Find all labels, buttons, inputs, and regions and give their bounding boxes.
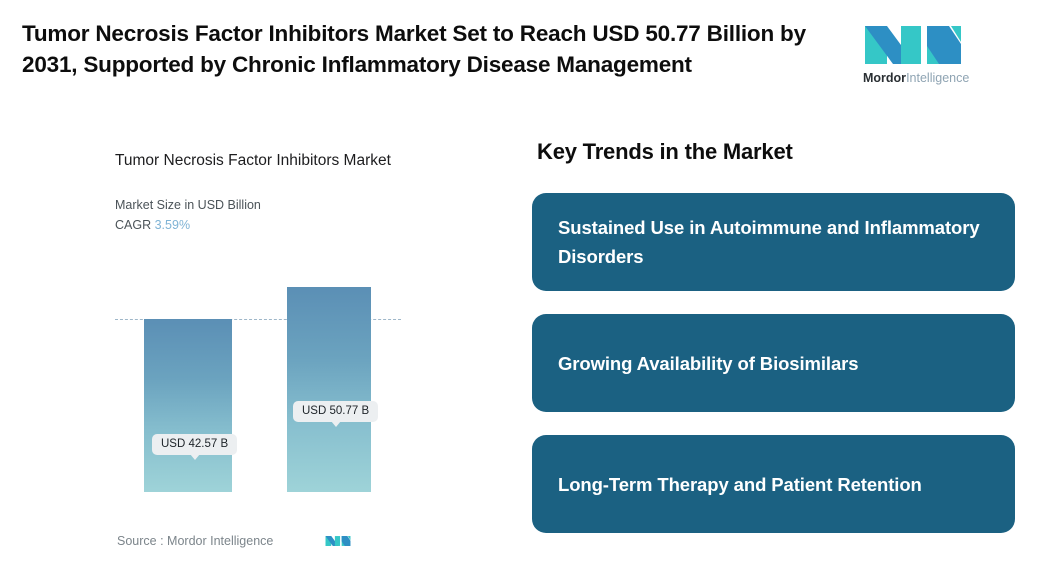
reference-dashed-line (115, 319, 401, 320)
trend-card-3[interactable]: Long-Term Therapy and Patient Retention (532, 435, 1015, 533)
chart-subtitle: Market Size in USD Billion (115, 198, 261, 212)
bar-2026 (144, 319, 232, 492)
mordor-m-mark-icon (325, 536, 351, 546)
brand-logo: MordorIntelligence (863, 22, 969, 85)
trend-card-3-label: Long-Term Therapy and Patient Retention (558, 473, 922, 495)
bar-chart-plot: USD 42.57 B USD 50.77 B 2026 2031 (0, 140, 520, 570)
trend-card-2-label: Growing Availability of Biosimilars (558, 352, 859, 374)
chart-source: Source : Mordor Intelligence (117, 534, 351, 548)
bar-value-label-2031: USD 50.77 B (293, 401, 379, 427)
cagr-value: 3.59% (154, 218, 191, 232)
cagr-label: CAGR (115, 218, 152, 232)
trend-card-1[interactable]: Sustained Use in Autoimmune and Inflamma… (532, 193, 1015, 291)
source-text: Source : Mordor Intelligence (117, 534, 273, 548)
bar-value-label-2026: USD 42.57 B (152, 434, 238, 460)
bar-2031 (287, 287, 371, 492)
chart-title: Tumor Necrosis Factor Inhibitors Market (115, 152, 391, 169)
brand-name-light: Intelligence (906, 71, 970, 85)
brand-wordmark: MordorIntelligence (863, 71, 969, 85)
page-title: Tumor Necrosis Factor Inhibitors Market … (22, 21, 806, 77)
trend-card-1-label: Sustained Use in Autoimmune and Inflamma… (558, 217, 980, 267)
brand-name-bold: Mordor (863, 71, 907, 85)
key-trends-heading: Key Trends in the Market (537, 139, 793, 164)
key-trends-list: Sustained Use in Autoimmune and Inflamma… (532, 193, 1015, 556)
mordor-m-logo-icon (865, 26, 961, 64)
source-label: Source : (117, 534, 164, 548)
source-name: Mordor Intelligence (167, 534, 274, 548)
trend-card-2[interactable]: Growing Availability of Biosimilars (532, 314, 1015, 412)
chart-cagr: CAGR 3.59% (115, 218, 190, 232)
chart-panel: Tumor Necrosis Factor Inhibitors Market … (0, 140, 520, 570)
